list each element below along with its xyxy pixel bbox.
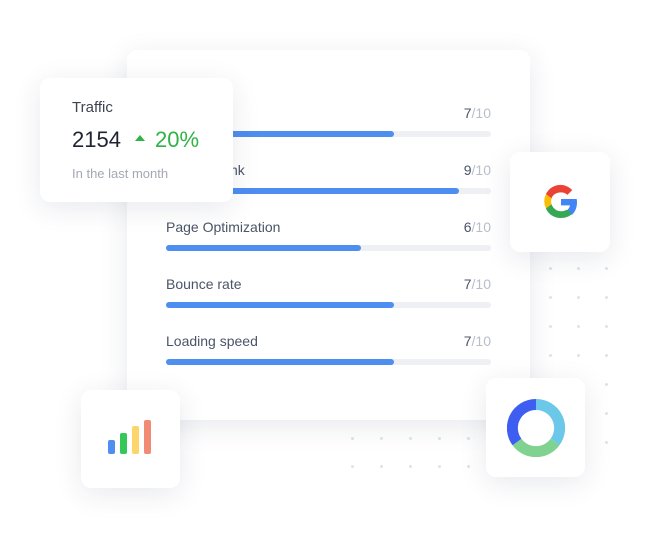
dot (577, 267, 580, 270)
dot (605, 441, 608, 444)
dot (467, 437, 470, 440)
dot (409, 465, 412, 468)
dot (549, 267, 552, 270)
progress-track (166, 359, 491, 365)
dot (577, 296, 580, 299)
donut-card (486, 378, 585, 477)
dot (605, 354, 608, 357)
metric-label: Loading speed (166, 333, 258, 349)
google-icon (544, 184, 577, 219)
progress-bar (166, 131, 394, 137)
donut-icon (507, 399, 565, 457)
traffic-change: 20% (155, 127, 200, 152)
dot (549, 354, 552, 357)
traffic-value: 2154 (72, 127, 121, 152)
dot (605, 412, 608, 415)
metric-score: 6/10 (451, 219, 491, 235)
progress-track (166, 245, 491, 251)
dot (577, 325, 580, 328)
dot (351, 465, 354, 468)
score-max: /10 (471, 105, 491, 121)
progress-bar (166, 302, 394, 308)
progress-track (166, 302, 491, 308)
score-max: /10 (471, 333, 491, 349)
score-value: 9 (463, 162, 472, 178)
progress-bar (166, 359, 394, 365)
dot (549, 325, 552, 328)
traffic-period: In the last month (72, 166, 169, 181)
score-value: 6 (463, 219, 472, 235)
traffic-card: Traffic 2154 20% In the last month (40, 78, 233, 202)
dot (409, 437, 412, 440)
metric-score: 7/10 (451, 105, 491, 121)
metric-label: nk (230, 162, 245, 178)
dot (438, 437, 441, 440)
score-max: /10 (471, 162, 491, 178)
dot (605, 383, 608, 386)
dot (605, 296, 608, 299)
progress-track (166, 131, 491, 137)
dot (605, 267, 608, 270)
metric-label: Page Optimization (166, 219, 281, 235)
dot (467, 465, 470, 468)
dot (380, 465, 383, 468)
score-max: /10 (471, 276, 491, 292)
progress-bar (166, 188, 459, 194)
dot (577, 354, 580, 357)
up-arrow (135, 135, 145, 141)
traffic-title: Traffic (72, 99, 113, 116)
score-value: 7 (463, 105, 472, 121)
dot (549, 296, 552, 299)
metric-score: 7/10 (451, 333, 491, 349)
dot (605, 325, 608, 328)
dot (380, 437, 383, 440)
dot (351, 437, 354, 440)
score-value: 7 (463, 333, 472, 349)
progress-track (166, 188, 491, 194)
dot (438, 465, 441, 468)
score-max: /10 (471, 219, 491, 235)
metric-score: 7/10 (451, 276, 491, 292)
metric-label: Bounce rate (166, 276, 242, 292)
score-value: 7 (463, 276, 472, 292)
progress-bar (166, 245, 361, 251)
chart-icon-card (81, 390, 180, 488)
bar-chart-icon (108, 420, 151, 454)
google-card (510, 152, 610, 252)
metric-score: 9/10 (451, 162, 491, 178)
